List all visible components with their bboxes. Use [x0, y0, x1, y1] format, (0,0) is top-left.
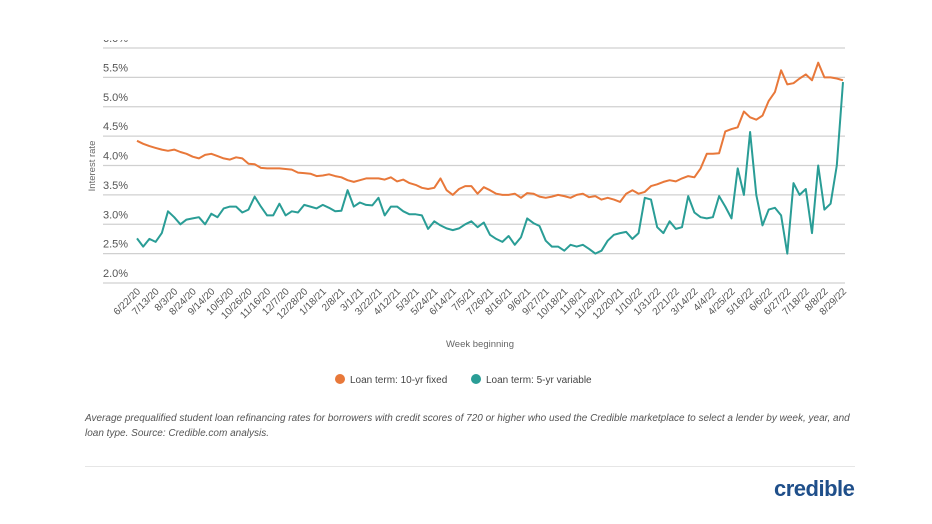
series-line-5yr-variable [136, 82, 844, 255]
y-tick-label: 6.0% [103, 33, 128, 45]
legend-marker [471, 374, 481, 384]
y-tick-label: 2.5% [103, 239, 128, 251]
chart-caption: Average prequalified student loan refina… [85, 413, 850, 439]
y-tick-label: 4.5% [103, 121, 128, 133]
divider [85, 466, 855, 467]
y-tick-label: 5.5% [103, 62, 128, 74]
legend-label: Loan term: 10-yr fixed [350, 375, 447, 386]
line-chart: 2.0% 2.5% 3.0% 3.5% 4.0% 4.5% 5.0% 5.5% 6.0% Inte… [87, 33, 849, 386]
y-axis-label: Interest rate [87, 141, 98, 192]
legend-label: Loan term: 5-yr variable [486, 375, 592, 386]
y-tick-label: 5.0% [103, 92, 128, 104]
credible-logo: credible [774, 476, 855, 501]
y-tick-label: 4.0% [103, 151, 128, 163]
series-line-10yr-fixed [136, 61, 844, 203]
y-tick-label: 2.0% [103, 268, 128, 280]
legend-marker [335, 374, 345, 384]
y-tick-label: 3.5% [103, 180, 128, 192]
y-tick-label: 3.0% [103, 209, 128, 221]
x-axis-label: Week beginning [446, 339, 514, 350]
